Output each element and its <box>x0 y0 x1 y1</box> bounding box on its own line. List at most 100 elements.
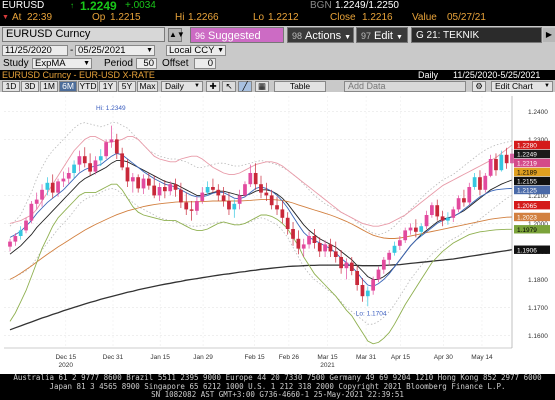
table-button[interactable]: Table <box>274 81 326 92</box>
candle-body <box>253 173 258 185</box>
candle-body <box>195 201 199 211</box>
up-arrow-icon: ↑ <box>70 1 74 10</box>
security-title[interactable]: EURUSD Curncy <box>2 27 165 42</box>
candle-body <box>77 156 82 165</box>
currency-value: Local CCY <box>169 45 215 56</box>
period-3d-button[interactable]: 3D <box>21 81 39 92</box>
candle-body <box>45 182 50 190</box>
candle-body <box>61 178 66 182</box>
bgn-label: BGN <box>310 0 332 11</box>
x-tick-label: Apr 30 <box>434 354 454 361</box>
candle-body <box>472 177 477 187</box>
candle-body <box>323 244 327 252</box>
start-date-field[interactable]: 11/25/2020 <box>2 45 68 56</box>
candle-body <box>232 203 237 210</box>
arrow-cursor-icon[interactable]: ↖ <box>222 81 236 92</box>
frequency-select[interactable]: Daily ▼ <box>161 81 203 92</box>
candle-body <box>50 182 55 193</box>
quote-close: 1.2216 <box>362 12 393 23</box>
period-1d-button[interactable]: 1D <box>2 81 20 92</box>
period-5y-button[interactable]: 5Y <box>118 81 136 92</box>
currency-select[interactable]: Local CCY ▼ <box>166 45 226 56</box>
security-arrows-icon[interactable]: ▲▼ <box>168 28 185 42</box>
calendar-dropdown-icon: ▼ <box>146 47 153 54</box>
line-draw-icon[interactable]: ╱ <box>238 81 252 92</box>
period-ytd-button[interactable]: YTD <box>78 81 98 92</box>
chart-subtitle: EURUSD Curncy - EUR-USD X-RATE Daily 11/… <box>0 70 555 80</box>
add-data-input[interactable]: Add Data <box>344 81 466 92</box>
candle-body <box>82 156 87 164</box>
candle-body <box>365 290 370 297</box>
edit-chart-button[interactable]: Edit Chart ▼ <box>491 81 553 92</box>
chevron-down-icon: ▼ <box>217 47 224 54</box>
candle-body <box>339 257 343 269</box>
candle-body <box>130 177 135 182</box>
price-badge <box>514 201 550 210</box>
crosshair-icon[interactable]: ✚ <box>206 81 220 92</box>
candle-body <box>456 198 461 210</box>
x-tick-label: Dec 31 <box>103 354 124 361</box>
price-badge-label: 1.2189 <box>517 170 537 177</box>
period-input[interactable]: 50 <box>136 58 157 69</box>
actions-menu-button[interactable]: 98 Actions ▼ <box>287 27 354 43</box>
candle-body <box>451 209 456 218</box>
moving-average-line <box>9 183 512 345</box>
edit-menu-button[interactable]: 97 Edit ▼ <box>356 27 408 43</box>
candle-body <box>173 184 178 190</box>
candle-body <box>504 154 509 164</box>
study-value: ExpMA <box>35 58 66 69</box>
candle-body <box>317 243 322 252</box>
scroll-right-icon[interactable]: ▶ <box>543 28 555 42</box>
price-badge <box>514 140 550 150</box>
zoom-icon[interactable]: ⚙ <box>472 81 486 92</box>
study-select[interactable]: ExpMA ▼ <box>32 58 92 69</box>
candle-body <box>227 201 231 210</box>
chart-type-icon[interactable]: ▦ <box>255 81 269 92</box>
price-chart[interactable]: Hi: 1.2349 Lo: 1.1704 1.2400 1.2300 1.2100… <box>0 92 555 374</box>
suggested-charts-number: 96 <box>195 31 206 41</box>
price-badge-label: 1.2065 <box>517 203 537 210</box>
price-badge-label: 1.2155 <box>517 179 537 186</box>
chart-axes: 1.24001.23001.21001.20001.19001.18001.17… <box>4 96 550 369</box>
candle-body <box>275 205 279 210</box>
period-6m-button[interactable]: 6M <box>59 81 77 92</box>
candle-body <box>467 187 472 203</box>
value-date: 05/27/21 <box>447 12 486 23</box>
chart-annotations: Hi: 1.2349 Lo: 1.1704 <box>96 105 387 317</box>
price-badge-label: 1.2125 <box>517 188 537 195</box>
candle-body <box>179 189 183 203</box>
template-g21-tab[interactable]: G 21: TEKNIK COZUMLEM... <box>411 27 542 57</box>
end-date-field[interactable]: 05/25/2021 ▼ <box>75 45 155 56</box>
candle-body <box>18 230 23 236</box>
bollinger-bands <box>9 122 513 325</box>
period-toolbar: 1D 3D 1M 6M YTD 1Y 5Y Max Daily ▼ ✚ ↖ ╱ ▦… <box>0 80 555 92</box>
x-year-label: 2021 <box>320 362 335 369</box>
candle-body <box>301 244 306 249</box>
candle-body <box>72 164 76 173</box>
candle-body <box>397 240 402 246</box>
period-1m-button[interactable]: 1M <box>40 81 58 92</box>
price-badge <box>514 225 550 234</box>
at-label: At <box>12 12 22 23</box>
candle-body <box>56 181 60 193</box>
quote-symbol: EURUSD <box>2 0 45 11</box>
date-range-bar: 11/25/2020 - 05/25/2021 ▼ Local CCY ▼ <box>0 44 555 57</box>
offset-input[interactable]: 0 <box>194 58 216 69</box>
offset-value: 0 <box>207 58 213 69</box>
quote-high: 1.2266 <box>188 12 219 23</box>
period-1y-button[interactable]: 1Y <box>99 81 117 92</box>
price-badge <box>514 158 550 168</box>
candle-body <box>355 271 359 285</box>
y-tick-label: 1.1600 <box>528 333 548 340</box>
candle-body <box>333 251 338 257</box>
subtitle-frequency: Daily <box>418 70 439 80</box>
y-tick-label: 1.2300 <box>528 137 548 144</box>
candle-body <box>205 187 210 193</box>
y-tick-label: 1.1700 <box>528 305 548 312</box>
candle-body <box>66 173 71 179</box>
chevron-down-icon: ▼ <box>544 83 550 89</box>
period-max-button[interactable]: Max <box>137 81 158 92</box>
candle-body <box>136 177 141 189</box>
